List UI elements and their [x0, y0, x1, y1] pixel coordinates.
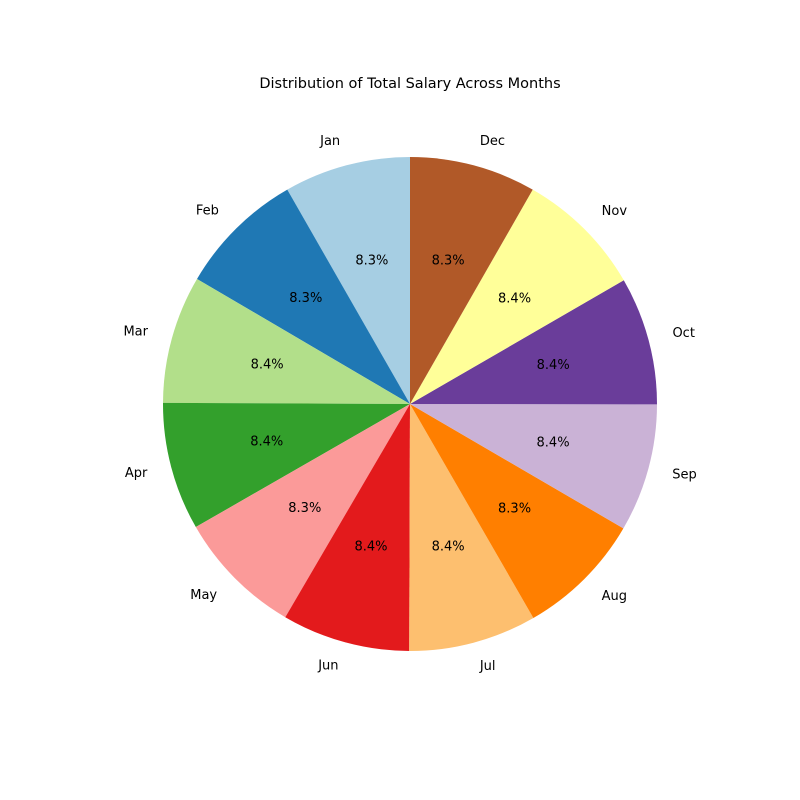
category-label-aug: Aug — [602, 589, 627, 604]
chart-title: Distribution of Total Salary Across Mont… — [259, 76, 560, 92]
category-label-feb: Feb — [196, 203, 219, 218]
pie-slice-feb — [197, 189, 410, 404]
percent-label-oct: 8.4% — [537, 358, 570, 373]
category-label-jul: Jul — [479, 659, 496, 674]
percent-label-feb: 8.3% — [289, 291, 322, 306]
pie-slice-sep — [410, 404, 657, 529]
pie-slice-mar — [163, 278, 410, 404]
percent-label-may: 8.3% — [288, 501, 321, 516]
category-labels-group: Jan Feb Mar Apr May Jun Jul Aug Sep Oct Nov Dec — [123, 134, 696, 674]
pie-slice-may — [195, 404, 410, 618]
percent-label-jun: 8.4% — [354, 539, 387, 554]
pie-slices-group — [163, 157, 657, 651]
category-label-may: May — [190, 588, 217, 603]
pie-slice-jan — [287, 157, 410, 404]
percent-label-dec: 8.3% — [432, 253, 465, 268]
category-label-jun: Jun — [317, 659, 338, 674]
pie-slice-jul — [409, 404, 534, 651]
percent-label-jan: 8.3% — [355, 253, 388, 268]
pie-slice-dec — [410, 157, 533, 404]
pie-slice-oct — [410, 280, 657, 405]
pie-slice-apr — [163, 402, 410, 528]
category-label-sep: Sep — [672, 468, 697, 483]
percent-label-sep: 8.4% — [537, 435, 570, 450]
percent-label-jul: 8.4% — [432, 540, 465, 555]
percent-label-mar: 8.4% — [251, 357, 284, 372]
percent-label-apr: 8.4% — [250, 434, 283, 449]
pie-slice-jun — [285, 404, 410, 651]
category-label-mar: Mar — [123, 325, 148, 340]
pie-slice-nov — [410, 189, 624, 404]
category-label-apr: Apr — [125, 466, 148, 481]
percent-labels-group: 8.3% 8.3% 8.4% 8.4% 8.3% 8.4% 8.4% 8.3% 8.4% 8.4%… — [250, 253, 569, 554]
percent-label-aug: 8.3% — [498, 502, 531, 517]
percent-label-nov: 8.4% — [498, 291, 531, 306]
category-label-oct: Oct — [672, 326, 694, 341]
category-label-nov: Nov — [602, 204, 628, 219]
pie-slice-aug — [410, 404, 624, 618]
category-label-dec: Dec — [480, 134, 505, 149]
category-label-jan: Jan — [319, 134, 340, 149]
